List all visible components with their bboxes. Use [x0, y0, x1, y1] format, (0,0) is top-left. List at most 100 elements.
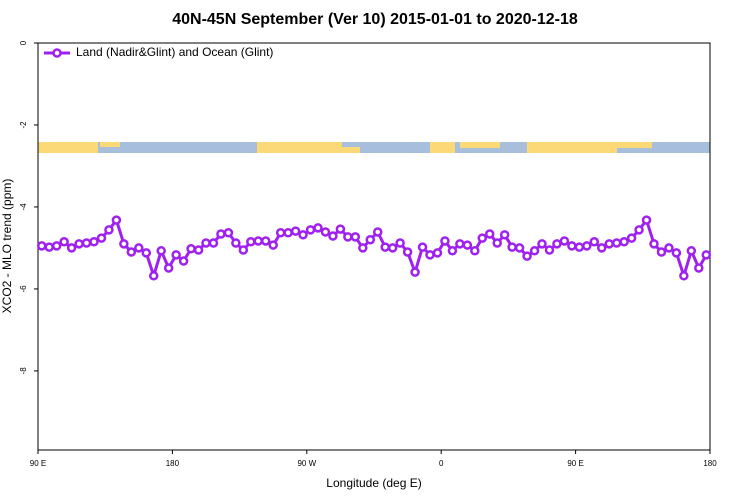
- data-point: [507, 242, 517, 252]
- data-point: [260, 236, 271, 246]
- land: [257, 142, 342, 153]
- data-point: [701, 250, 712, 260]
- y-tick-label: -8: [19, 367, 28, 375]
- data-point: [335, 224, 346, 234]
- data-point: [89, 237, 99, 247]
- data-point: [387, 243, 398, 253]
- data-point: [514, 243, 525, 253]
- data-point: [417, 242, 428, 252]
- data-point: [477, 233, 488, 243]
- data-point: [664, 243, 674, 253]
- data-point: [126, 247, 137, 257]
- legend-label: Land (Nadir&Glint) and Ocean (Glint): [76, 45, 273, 59]
- data-point: [81, 238, 92, 248]
- x-tick-label: 90 E: [567, 459, 583, 468]
- data-point: [544, 245, 555, 255]
- data-point: [171, 250, 181, 260]
- data-point: [59, 237, 69, 247]
- data-point: [656, 247, 667, 257]
- data-point: [634, 225, 644, 235]
- data-point: [447, 246, 458, 256]
- land: [617, 142, 652, 148]
- data-point: [358, 243, 368, 253]
- data-point: [567, 241, 577, 251]
- data-point: [141, 248, 152, 258]
- data-point: [216, 229, 226, 239]
- data-point: [238, 245, 249, 255]
- data-point: [343, 232, 353, 242]
- data-point: [268, 240, 278, 250]
- data-point: [298, 230, 308, 240]
- data-point: [313, 223, 323, 233]
- data-point: [44, 242, 54, 252]
- land: [100, 142, 120, 147]
- data-point: [589, 237, 600, 247]
- x-axis-label: Longitude (deg E): [326, 476, 421, 490]
- data-point: [574, 242, 585, 252]
- y-axis-label: XCO2 - MLO trend (ppm): [0, 179, 14, 314]
- data-point: [96, 233, 107, 243]
- data-point: [231, 238, 241, 248]
- data-point: [686, 246, 697, 256]
- data-point: [193, 245, 204, 255]
- data-point: [134, 243, 144, 253]
- data-point: [432, 248, 443, 258]
- data-point: [186, 244, 196, 254]
- x-tick-label: 180: [166, 459, 180, 468]
- land: [460, 142, 500, 148]
- data-point: [552, 239, 562, 249]
- data-point: [365, 234, 376, 245]
- data-point: [36, 241, 47, 251]
- x-tick-label: 90 W: [297, 459, 316, 468]
- chart-title: 40N-45N September (Ver 10) 2015-01-01 to…: [172, 11, 578, 28]
- data-point: [111, 215, 122, 225]
- y-tick-label: -4: [19, 203, 28, 211]
- data-point: [350, 232, 361, 242]
- data-point: [208, 238, 219, 248]
- data-point: [679, 271, 689, 281]
- data-point: [201, 238, 211, 248]
- data-point: [626, 233, 637, 243]
- x-tick-label: 180: [703, 459, 717, 468]
- data-point: [440, 236, 450, 246]
- data-point: [455, 239, 465, 249]
- data-point: [223, 228, 234, 238]
- data-point: [492, 238, 502, 248]
- data-point: [402, 247, 413, 257]
- land: [38, 142, 98, 153]
- data-point: [462, 240, 473, 250]
- x-tick-label: 0: [439, 459, 444, 468]
- data-point: [320, 227, 331, 237]
- land: [342, 147, 360, 153]
- data-point: [641, 215, 652, 225]
- data-point: [163, 263, 174, 273]
- y-tick-label: -6: [19, 285, 28, 293]
- data-point: [380, 242, 390, 252]
- data-point: [74, 239, 84, 249]
- data-point: [328, 231, 338, 241]
- data-point: [619, 237, 629, 247]
- y-tick-label: -2: [19, 121, 28, 129]
- land: [527, 142, 617, 153]
- data-point: [104, 225, 114, 235]
- data-point: [499, 230, 510, 240]
- data-point: [372, 227, 383, 237]
- data-point: [559, 236, 570, 246]
- data-point: [529, 246, 540, 256]
- data-point: [671, 248, 682, 258]
- x-tick-label: 90 E: [30, 459, 46, 468]
- data-point: [522, 251, 532, 261]
- legend-swatch-marker: [52, 48, 62, 58]
- data-point: [66, 243, 77, 253]
- data-point: [470, 246, 480, 256]
- data-point: [596, 243, 607, 253]
- data-point: [582, 241, 592, 251]
- map-strip: [38, 142, 710, 153]
- data-point: [537, 239, 547, 249]
- data-point: [283, 228, 293, 238]
- data-point: [305, 225, 316, 235]
- data-point: [649, 239, 659, 249]
- data-point: [604, 239, 614, 249]
- data-point: [484, 229, 495, 239]
